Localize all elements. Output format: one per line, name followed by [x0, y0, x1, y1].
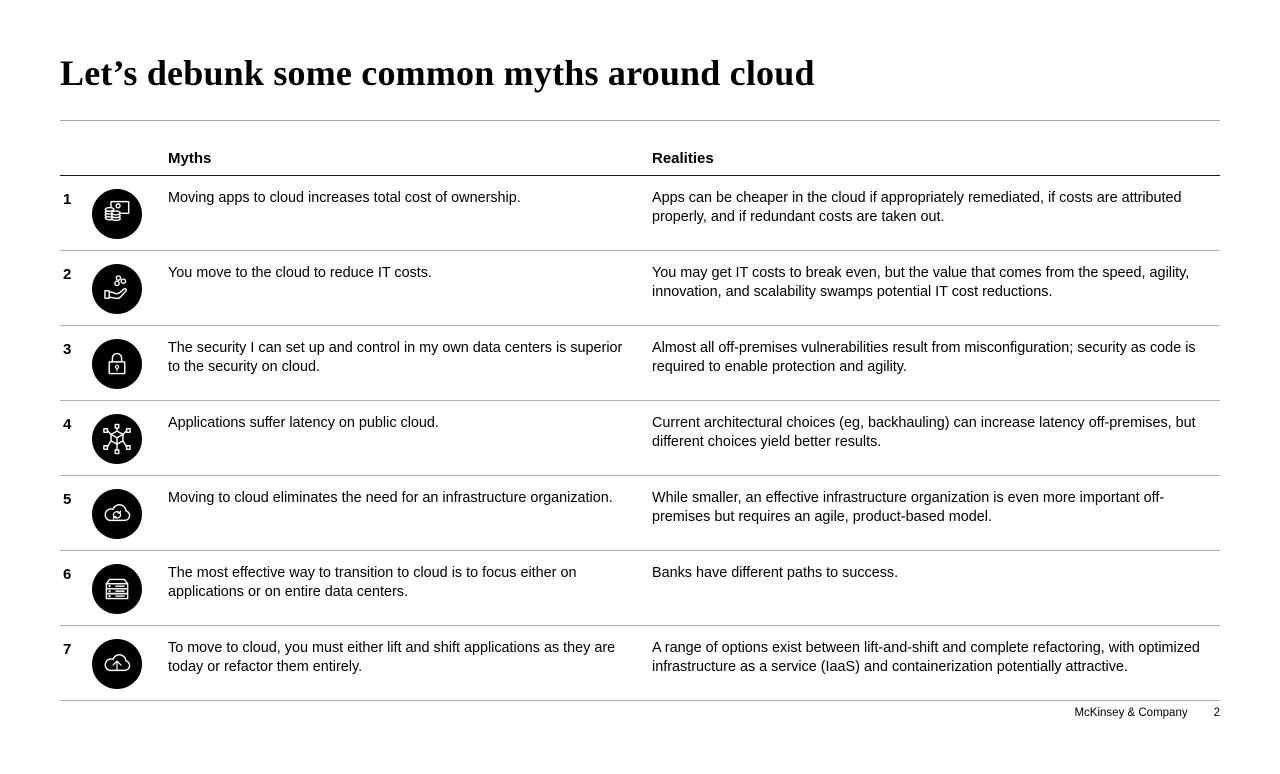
footer-brand: McKinsey & Company	[1074, 706, 1188, 719]
myth-text: Moving to cloud eliminates the need for …	[168, 489, 613, 506]
money-coins-icon	[92, 188, 142, 239]
hand-receiving-coins-icon	[92, 263, 142, 314]
myth-text: The security I can set up and control in…	[168, 339, 623, 375]
server-rack-icon	[92, 563, 142, 614]
myths-realities-table: Myths Realities 1	[60, 121, 1220, 701]
table-header-row: Myths Realities	[60, 121, 1220, 176]
myth-text: Applications suffer latency on public cl…	[168, 414, 439, 431]
slide: Let’s debunk some common myths around cl…	[0, 53, 1280, 774]
cloud-upload-icon	[92, 638, 142, 689]
title-divider	[60, 119, 1220, 121]
table-row: 3 The security I can set up and control …	[60, 326, 1220, 401]
table-row: 7 To move to cloud, you must either lift…	[60, 626, 1220, 701]
cloud-sync-icon	[92, 488, 142, 539]
padlock-icon	[92, 338, 142, 389]
reality-text: Banks have different paths to success.	[652, 564, 899, 581]
table-row: 1 Moving apps to cloud incr	[60, 176, 1220, 251]
table-row: 6 The most effective way	[60, 551, 1220, 626]
table-row: 2 You move to the cloud to reduce IT cos…	[60, 251, 1220, 326]
row-number: 2	[63, 265, 72, 283]
myth-text: You move to the cloud to reduce IT costs…	[168, 264, 432, 281]
reality-text: A range of options exist between lift-an…	[652, 639, 1200, 675]
column-header-myths: Myths	[168, 149, 212, 167]
reality-text: Almost all off-premises vulnerabilities …	[652, 339, 1196, 375]
table-row: 5 Moving to cloud eliminates the need fo…	[60, 476, 1220, 551]
row-number: 4	[63, 415, 72, 433]
slide-footer: McKinsey & Company 2	[60, 707, 1220, 719]
reality-text: While smaller, an effective infrastructu…	[652, 489, 1165, 525]
footer-page-number: 2	[1213, 706, 1220, 719]
column-header-realities: Realities	[652, 149, 714, 167]
table-row: 4	[60, 401, 1220, 476]
row-number: 5	[63, 490, 72, 508]
row-number: 7	[63, 640, 72, 658]
network-cube-icon	[92, 413, 142, 464]
reality-text: Current architectural choices (eg, backh…	[652, 414, 1196, 450]
reality-text: Apps can be cheaper in the cloud if appr…	[652, 189, 1182, 225]
myth-text: The most effective way to transition to …	[168, 564, 577, 600]
reality-text: You may get IT costs to break even, but …	[652, 264, 1190, 300]
row-number: 6	[63, 565, 72, 583]
myth-text: To move to cloud, you must either lift a…	[168, 639, 616, 675]
myth-text: Moving apps to cloud increases total cos…	[168, 189, 521, 206]
row-number: 1	[63, 190, 72, 208]
row-number: 3	[63, 340, 72, 358]
page-title: Let’s debunk some common myths around cl…	[60, 53, 815, 93]
